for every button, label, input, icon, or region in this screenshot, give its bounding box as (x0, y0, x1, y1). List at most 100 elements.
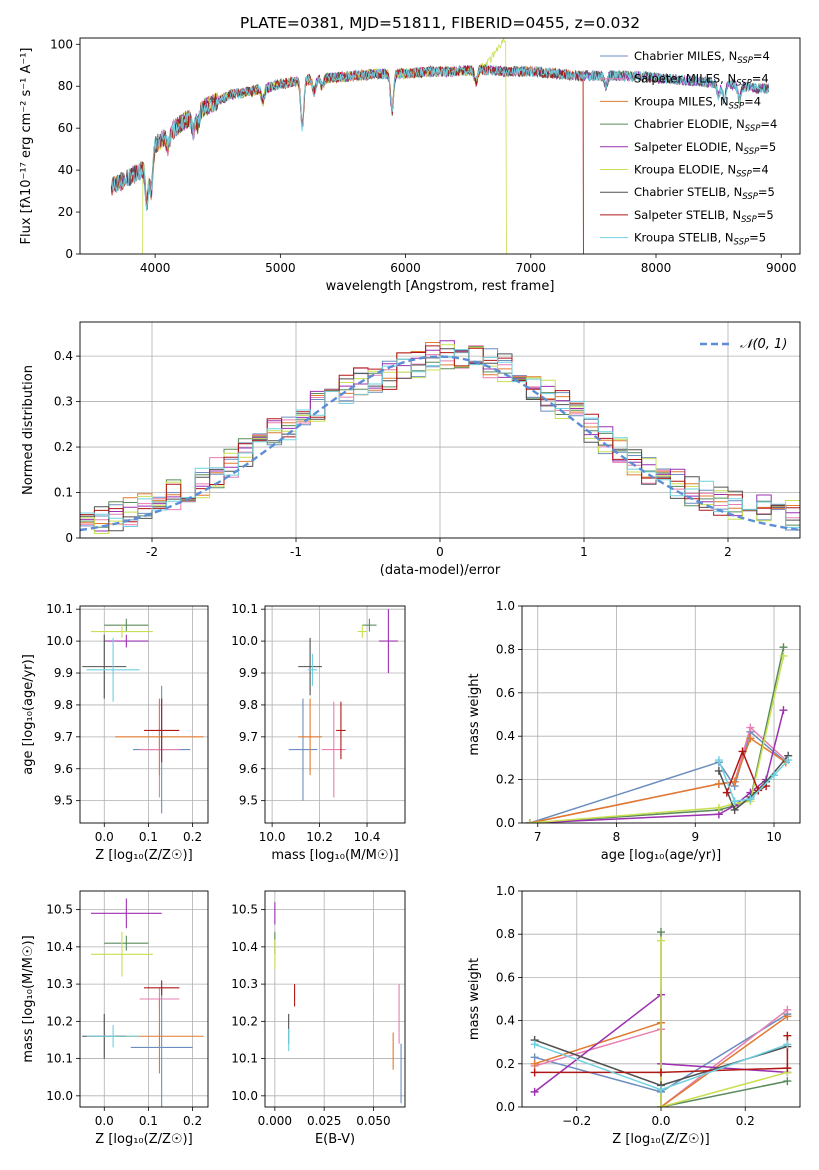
weight-marker (530, 1059, 539, 1068)
x-tick-label: 8 (613, 830, 621, 844)
y-tick-label: 20 (58, 205, 73, 219)
plot-area-weight-vs-age (522, 606, 800, 823)
weight-marker (783, 1040, 792, 1049)
x-axis-label: wavelength [Angstrom, rest frame] (326, 279, 555, 294)
y-tick-label: 100 (50, 37, 73, 51)
y-tick-label: 0.1 (54, 486, 73, 500)
x-tick-label: 0.2 (183, 830, 202, 844)
legend-sub: SSP (736, 170, 752, 180)
weight-line (534, 1035, 789, 1074)
x-tick-label: 7000 (516, 261, 547, 275)
x-tick-label: 0.0 (95, 1114, 114, 1128)
legend-label: Salpeter STELIB, NSSP=5 (634, 208, 774, 225)
legend-n: =4 (752, 163, 769, 177)
y-tick-label: 0.2 (496, 773, 515, 787)
y-tick-label: 0.0 (496, 1100, 515, 1114)
weight-marker (779, 651, 788, 660)
x-tick-label: 10 (766, 830, 781, 844)
x-tick-label: -1 (290, 545, 302, 559)
y-tick-label: 9.9 (54, 666, 73, 680)
legend-n: =4 (744, 94, 761, 108)
y-tick-label: 10.4 (46, 940, 73, 954)
legend-text: Kroupa STELIB, N (634, 231, 734, 245)
weight-marker (657, 1103, 665, 1107)
weight-marker (714, 779, 723, 788)
weight-line (726, 749, 767, 793)
weight-marker (722, 788, 731, 797)
y-tick-label: 40 (58, 163, 73, 177)
errorbar-point (321, 701, 346, 798)
x-tick-label: 10.2 (306, 830, 333, 844)
y-tick-label: 10.3 (231, 977, 258, 991)
x-tick-label: 0.000 (258, 1114, 292, 1128)
weight-marker (657, 1068, 665, 1077)
x-tick-label: −0.2 (562, 1114, 591, 1128)
legend-sub: SSP (745, 124, 761, 134)
y-tick-label: 10.1 (231, 1052, 258, 1066)
weight-line (660, 940, 788, 1107)
gaussian-curve (80, 355, 800, 532)
legend-label: Salpeter MILES, NSSP=4 (634, 72, 769, 89)
y-tick-label: 9.7 (239, 730, 258, 744)
x-axis-label: Z [log₁₀(Z/Z☉)] (612, 1132, 709, 1147)
x-tick-label: 4000 (140, 261, 171, 275)
weight-marker (770, 771, 779, 780)
x-tick-label: 9000 (766, 261, 797, 275)
y-tick-label: 0.4 (496, 1014, 515, 1028)
legend-text: Chabrier STELIB, N (634, 185, 742, 199)
x-axis-label: age [log₁₀(age/yr)] (601, 848, 722, 863)
weight-line (529, 655, 785, 823)
y-tick-label: 0.4 (54, 349, 73, 363)
legend-n: =5 (749, 231, 766, 245)
errorbar-point (104, 634, 149, 648)
x-axis-label: E(B-V) (315, 1132, 355, 1147)
axes-frame (79, 321, 801, 539)
histogram-step (80, 345, 800, 523)
errorbar-point (298, 637, 322, 696)
weight-marker (714, 803, 723, 812)
y-tick-label: 0.2 (496, 1057, 515, 1071)
errorbar-point (91, 898, 162, 929)
weight-marker (784, 756, 793, 765)
legend-sub: SSP (741, 215, 757, 225)
plot-area-spectrum (110, 38, 770, 254)
x-tick-label: 6000 (390, 261, 421, 275)
y-tick-label: 10.0 (231, 1089, 258, 1103)
y-tick-label: 10.1 (46, 602, 73, 616)
y-tick-label: 0.0 (496, 816, 515, 830)
histogram-step (80, 349, 800, 528)
y-axis-label: Flux [fλ10⁻¹⁷ erg cm⁻² s⁻¹ A⁻¹] (19, 48, 34, 245)
legend-text: Kroupa MILES, N (634, 94, 729, 108)
errorbar-point (378, 609, 398, 674)
y-tick-label: 9.5 (239, 794, 258, 808)
y-tick-label: 10.0 (231, 634, 258, 648)
spectrum-line (110, 63, 584, 254)
weight-marker (746, 723, 755, 732)
axes-frame (79, 37, 801, 255)
errorbar-point (91, 625, 153, 638)
legend-text: Chabrier MILES, N (634, 49, 737, 63)
y-tick-label: 0.8 (496, 642, 515, 656)
y-tick-label: 10.4 (231, 940, 258, 954)
weight-marker (730, 797, 739, 806)
y-tick-label: 0.3 (54, 395, 73, 409)
errorbar-point (104, 618, 149, 632)
weight-marker (530, 1087, 539, 1096)
panel-weight-vs-Z: −0.2 0.0 0.2 0.0 0.2 0.4 0.6 0.8 1.0 Z [log₁₀(Z/Z… (467, 884, 801, 1147)
weight-marker (657, 928, 665, 937)
axes-frame (264, 605, 406, 824)
plot-area-mass-vs-Z (80, 891, 208, 1107)
weight-marker (530, 1068, 539, 1077)
panel-mass-vs-ebv: 0.000 0.025 0.050 10.0 10.1 10.2 10.3 10.4 10.5 E… (231, 890, 406, 1147)
x-tick-label: 1 (580, 545, 588, 559)
legend-label: Chabrier ELODIE, NSSP=4 (634, 117, 777, 134)
histogram-step (80, 348, 800, 532)
legend-label: Kroupa MILES, NSSP=4 (634, 94, 761, 111)
errorbar-point (144, 980, 180, 996)
x-axis-label: mass [log₁₀(M/M☉)] (271, 848, 398, 863)
errorbar-point (144, 698, 180, 763)
y-tick-label: 0.6 (496, 970, 515, 984)
y-tick-label: 10.5 (46, 903, 73, 917)
